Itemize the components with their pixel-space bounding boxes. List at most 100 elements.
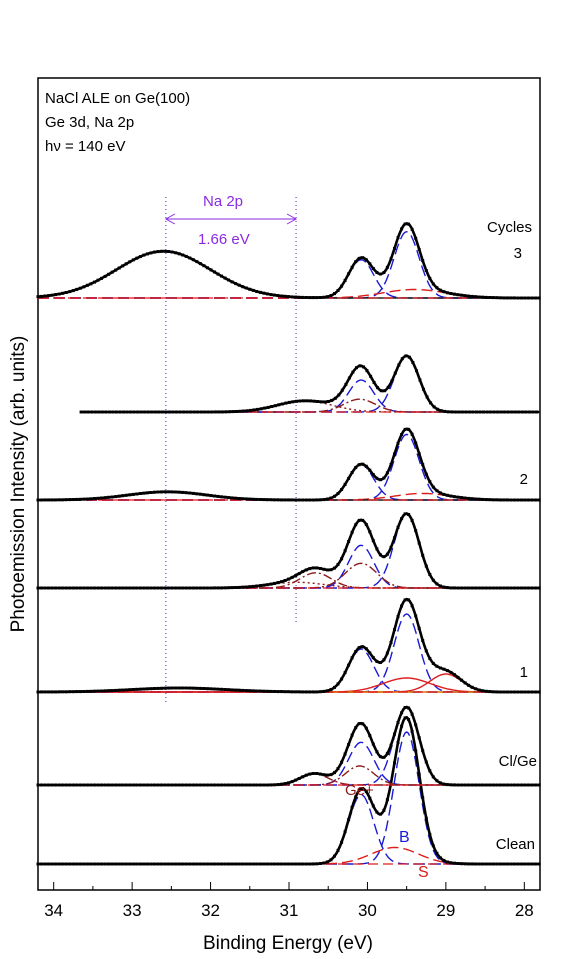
data-point xyxy=(255,862,259,866)
data-point xyxy=(89,783,93,787)
data-point xyxy=(442,782,446,786)
data-point xyxy=(75,586,79,590)
data-point xyxy=(357,256,361,260)
data-point xyxy=(505,586,509,590)
data-point xyxy=(230,280,234,284)
data-point xyxy=(527,498,531,502)
title-line-1: NaCl ALE on Ge(100) xyxy=(45,90,190,107)
data-point xyxy=(428,657,432,660)
data-point xyxy=(361,462,365,466)
data-point xyxy=(407,427,411,431)
data-point xyxy=(438,781,442,785)
data-point xyxy=(489,410,493,414)
data-point xyxy=(191,258,195,262)
data-point xyxy=(498,690,502,694)
data-point xyxy=(57,690,61,694)
data-point xyxy=(124,262,128,266)
data-point xyxy=(85,586,89,590)
data-point xyxy=(255,689,259,693)
data-point xyxy=(248,783,252,787)
data-point xyxy=(78,862,82,866)
data-point xyxy=(343,752,347,756)
data-point xyxy=(301,570,305,574)
data-point xyxy=(378,812,382,816)
data-point xyxy=(280,294,283,298)
spectrum-Clean: Clean xyxy=(36,715,541,866)
data-point xyxy=(498,586,502,590)
fit-envelope-curve xyxy=(38,597,539,694)
data-point xyxy=(85,497,89,501)
data-point xyxy=(258,862,262,866)
data-point xyxy=(510,410,514,414)
data-point xyxy=(304,773,308,777)
data-point xyxy=(450,410,454,414)
x-tick-label: 29 xyxy=(436,901,455,920)
data-point xyxy=(68,290,72,294)
data-point xyxy=(325,860,329,864)
data-point xyxy=(513,296,516,300)
data-point xyxy=(68,862,72,866)
component-curve-surface xyxy=(38,846,539,865)
spectrum-label-2: 2 xyxy=(520,471,528,488)
data-point xyxy=(491,862,495,866)
data-point xyxy=(467,410,471,414)
data-point xyxy=(170,686,174,690)
data-point xyxy=(265,292,269,296)
data-point xyxy=(153,250,156,254)
data-point xyxy=(54,862,58,866)
data-point xyxy=(188,491,192,495)
data-point xyxy=(456,783,460,787)
data-point xyxy=(265,689,269,693)
data-point xyxy=(135,783,139,787)
data-point xyxy=(516,783,520,787)
data-point xyxy=(110,270,114,274)
data-point xyxy=(340,284,344,288)
data-point xyxy=(382,555,386,559)
data-point xyxy=(216,783,220,787)
component-curve-bulk xyxy=(38,230,539,299)
data-point xyxy=(350,530,354,534)
data-point xyxy=(160,249,163,253)
data-point xyxy=(325,568,329,572)
data-point xyxy=(195,783,199,787)
data-point xyxy=(460,678,464,682)
data-point xyxy=(234,282,238,286)
data-point xyxy=(527,296,531,300)
data-point xyxy=(491,586,495,590)
data-point xyxy=(453,783,456,787)
data-point xyxy=(117,688,121,692)
data-point xyxy=(393,371,397,375)
data-point xyxy=(153,586,156,590)
data-point xyxy=(269,783,273,787)
spectrum-label-3: 3 xyxy=(514,245,522,262)
data-point xyxy=(223,276,227,280)
data-point xyxy=(290,780,294,784)
data-point xyxy=(153,687,156,690)
data-point xyxy=(442,667,446,671)
data-point xyxy=(436,407,440,411)
data-point xyxy=(311,498,315,502)
component-curve-bulk xyxy=(38,741,539,786)
data-point xyxy=(431,485,435,489)
data-point xyxy=(78,690,82,694)
data-point xyxy=(177,252,181,256)
data-point xyxy=(54,783,58,787)
data-point xyxy=(527,862,531,866)
data-point xyxy=(371,804,375,808)
data-point xyxy=(488,862,492,866)
data-point xyxy=(435,779,439,783)
data-point xyxy=(375,476,379,480)
data-point xyxy=(177,783,181,787)
data-point xyxy=(435,664,439,668)
data-point xyxy=(251,862,255,866)
data-point xyxy=(227,496,231,500)
data-point xyxy=(422,387,425,391)
data-point xyxy=(83,410,87,414)
data-point xyxy=(57,292,61,296)
data-point xyxy=(396,741,400,744)
data-point xyxy=(121,494,125,498)
data-point xyxy=(396,236,400,240)
data-point xyxy=(117,586,121,590)
data-point xyxy=(329,496,333,500)
data-point xyxy=(213,270,216,274)
